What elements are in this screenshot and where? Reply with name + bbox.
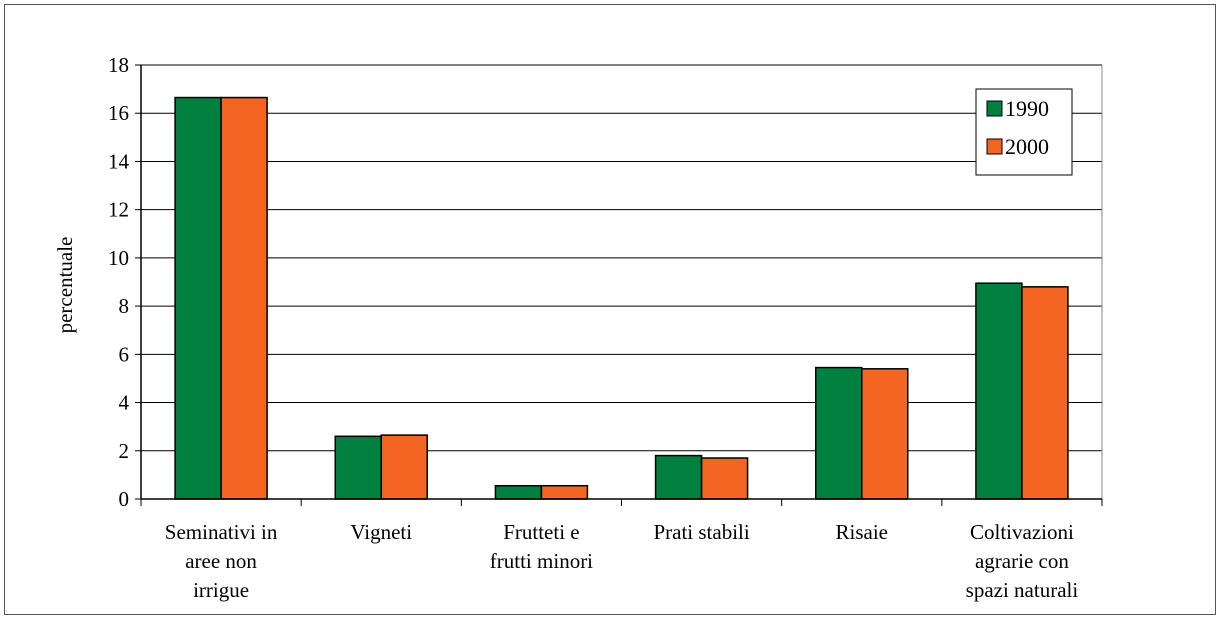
legend-label-2000: 2000 [1005, 134, 1049, 159]
bar-1990-3 [654, 454, 703, 500]
x-tick-label: Frutteti e [503, 520, 579, 544]
bar-1990-2 [494, 484, 543, 500]
legend-swatch-2000 [986, 138, 1003, 155]
bar-2000-2 [540, 484, 589, 500]
y-tick-label: 8 [119, 294, 130, 318]
bar-2000-3 [700, 457, 749, 500]
x-tick-label: Vigneti [350, 520, 412, 544]
y-tick-label: 12 [108, 198, 129, 222]
x-tick-label: Seminativi in [165, 520, 278, 544]
gridlines [141, 64, 1103, 499]
axes: 0 2 4 6 8 10 12 14 16 18 Seminativi in aree non irri… [108, 53, 1103, 602]
x-tick-label: Risaie [836, 520, 889, 544]
y-axis-label: percentuale [53, 237, 77, 334]
legend-swatch-1990 [986, 100, 1003, 117]
chart-frame: 0 2 4 6 8 10 12 14 16 18 Seminativi in aree non irri… [4, 4, 1216, 615]
x-tick-label: irrigue [193, 578, 249, 602]
bars [174, 96, 1069, 500]
y-tick-label: 2 [119, 439, 130, 463]
bar-1990-0 [174, 96, 222, 500]
bar-1990-1 [334, 435, 382, 500]
y-tick-label: 16 [108, 101, 129, 125]
bar-2000-5 [1021, 286, 1069, 500]
y-tick-label: 14 [108, 149, 130, 173]
x-tick-label: Prati stabili [653, 520, 749, 544]
x-tick-label: Coltivazioni [970, 520, 1074, 544]
bar-2000-4 [861, 368, 909, 500]
y-tick-label: 0 [119, 487, 130, 511]
bar-2000-0 [220, 96, 268, 500]
x-tick-label: agrarie con [975, 549, 1069, 573]
x-tick-label: aree non [185, 549, 257, 573]
y-tick-label: 18 [108, 53, 129, 77]
bar-1990-5 [975, 282, 1023, 500]
bar-1990-4 [815, 366, 863, 500]
legend: 1990 2000 [975, 88, 1073, 176]
bar-chart: 0 2 4 6 8 10 12 14 16 18 Seminativi in aree non irri… [53, 53, 1103, 602]
x-tick-label: frutti minori [490, 549, 593, 573]
x-tick-label: spazi naturali [966, 578, 1079, 602]
y-tick-label: 10 [108, 246, 129, 270]
bar-2000-1 [380, 434, 428, 500]
y-tick-label: 4 [119, 391, 130, 415]
legend-label-1990: 1990 [1005, 96, 1049, 121]
y-tick-label: 6 [119, 342, 130, 366]
